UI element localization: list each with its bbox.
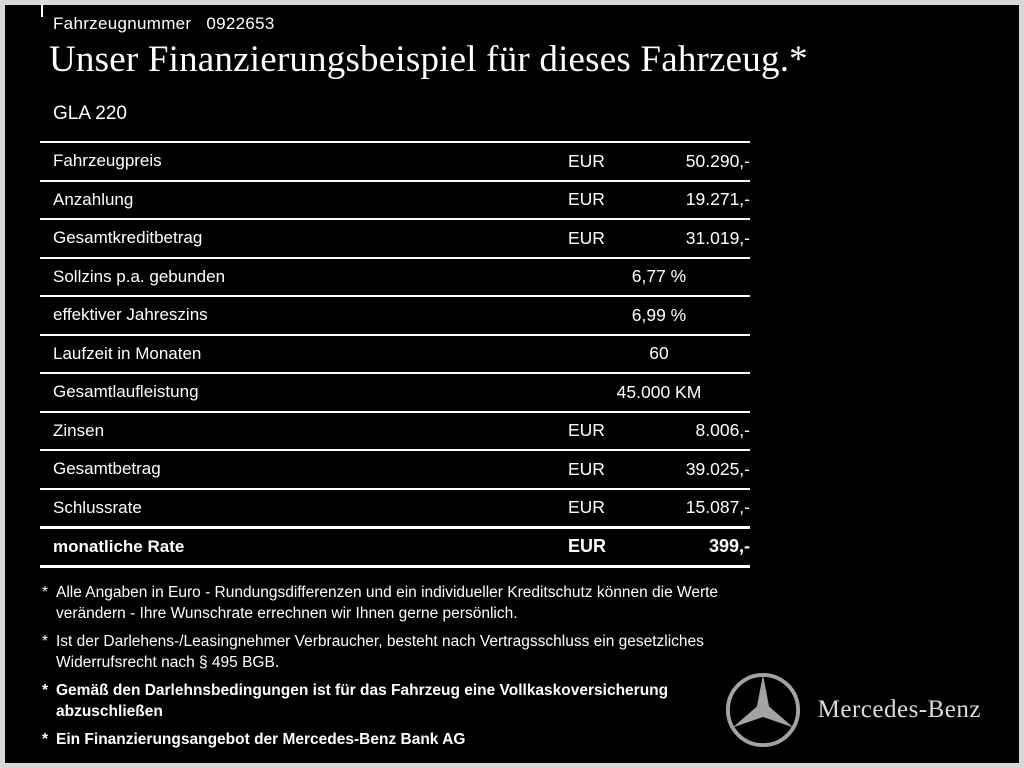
footnote-marker: * bbox=[42, 731, 49, 748]
row-value: 6,77 % bbox=[631, 266, 687, 287]
row-label: Gesamtbetrag bbox=[53, 459, 161, 479]
finance-row-fahrzeugpreis: Fahrzeugpreis EUR 50.290,- bbox=[40, 141, 750, 180]
vehicle-number-label: Fahrzeugnummer bbox=[53, 14, 192, 33]
row-label: Gesamtkreditbetrag bbox=[53, 228, 203, 248]
footnote-marker: * bbox=[42, 633, 49, 650]
finance-row-laufzeit: Laufzeit in Monaten 60 bbox=[40, 333, 750, 373]
currency-label: EUR bbox=[568, 227, 605, 248]
row-label: monatliche Rate bbox=[53, 536, 185, 556]
finance-row-anzahlung: Anzahlung EUR 19.271,- bbox=[40, 179, 750, 219]
footnote-marker: * bbox=[42, 584, 49, 601]
row-value: 60 bbox=[649, 343, 669, 364]
row-value: 6,99 % bbox=[631, 304, 687, 325]
footnote-bank: * Ein Finanzierungsangebot der Mercedes-… bbox=[42, 729, 744, 750]
row-label: Gesamtlaufleistung bbox=[53, 382, 199, 402]
row-value: 19.271,- bbox=[685, 189, 750, 210]
finance-row-monatliche-rate: monatliche Rate EUR 399,- bbox=[40, 526, 750, 565]
vehicle-number: Fahrzeugnummer 0922653 bbox=[53, 14, 275, 34]
row-value: 8.006,- bbox=[695, 420, 750, 441]
currency-label: EUR bbox=[568, 497, 605, 518]
finance-row-gesamtbetrag: Gesamtbetrag EUR 39.025,- bbox=[40, 449, 750, 488]
footnote-rounding: * Alle Angaben in Euro - Rundungsdiffere… bbox=[42, 582, 744, 624]
currency-label: EUR bbox=[568, 150, 605, 171]
finance-row-sollzins: Sollzins p.a. gebunden 6,77 % bbox=[40, 256, 750, 296]
row-value: 399,- bbox=[708, 536, 750, 557]
row-label: Fahrzeugpreis bbox=[53, 151, 162, 171]
footnote-marker: * bbox=[42, 682, 49, 699]
row-label: Schlussrate bbox=[53, 497, 142, 517]
footnote-text: Alle Angaben in Euro - Rundungsdifferenz… bbox=[56, 584, 719, 622]
brand-name: Mercedes-Benz bbox=[817, 696, 981, 723]
finance-row-zinsen: Zinsen EUR 8.006,- bbox=[40, 410, 750, 450]
vehicle-number-value: 0922653 bbox=[206, 14, 275, 33]
currency-label: EUR bbox=[568, 458, 605, 479]
row-label: Zinsen bbox=[53, 420, 105, 440]
row-label: Laufzeit in Monaten bbox=[53, 343, 202, 363]
mercedes-star-icon bbox=[725, 672, 800, 748]
row-label: effektiver Jahreszins bbox=[53, 305, 208, 325]
currency-label: EUR bbox=[568, 420, 605, 441]
page-title: Unser Finanzierungsbeispiel für dieses F… bbox=[49, 39, 808, 80]
finance-row-gesamtlaufleistung: Gesamtlaufleistung 45.000 KM bbox=[40, 372, 750, 411]
corner-tick bbox=[41, 5, 43, 17]
finance-table: Fahrzeugpreis EUR 50.290,- Anzahlung EUR 1… bbox=[40, 141, 750, 568]
model-name: GLA 220 bbox=[53, 103, 127, 124]
footnotes: * Alle Angaben in Euro - Rundungsdiffere… bbox=[42, 582, 744, 757]
currency-label: EUR bbox=[568, 536, 607, 557]
row-value: 15.087,- bbox=[685, 497, 750, 518]
finance-row-effektiver-jahreszins: effektiver Jahreszins 6,99 % bbox=[40, 295, 750, 334]
footnote-widerrufsrecht: * Ist der Darlehens-/Leasingnehmer Verbr… bbox=[42, 631, 744, 673]
footnote-text: Ist der Darlehens-/Leasingnehmer Verbrau… bbox=[56, 633, 704, 671]
row-label: Sollzins p.a. gebunden bbox=[53, 266, 226, 286]
row-label: Anzahlung bbox=[53, 189, 134, 209]
row-value: 45.000 KM bbox=[616, 381, 702, 402]
row-value: 39.025,- bbox=[685, 458, 750, 479]
footnote-text: Gemäß den Darlehnsbedingungen ist für da… bbox=[56, 682, 669, 720]
currency-label: EUR bbox=[568, 189, 605, 210]
row-value: 31.019,- bbox=[685, 227, 750, 248]
footnote-vollkasko: * Gemäß den Darlehnsbedingungen ist für … bbox=[42, 680, 744, 722]
finance-row-gesamtkreditbetrag: Gesamtkreditbetrag EUR 31.019,- bbox=[40, 218, 750, 257]
brand-block: Mercedes-Benz bbox=[724, 671, 1005, 749]
finance-row-schlussrate: Schlussrate EUR 15.087,- bbox=[40, 487, 750, 527]
footnote-text: Ein Finanzierungsangebot der Mercedes-Be… bbox=[56, 731, 466, 748]
row-value: 50.290,- bbox=[685, 150, 750, 171]
